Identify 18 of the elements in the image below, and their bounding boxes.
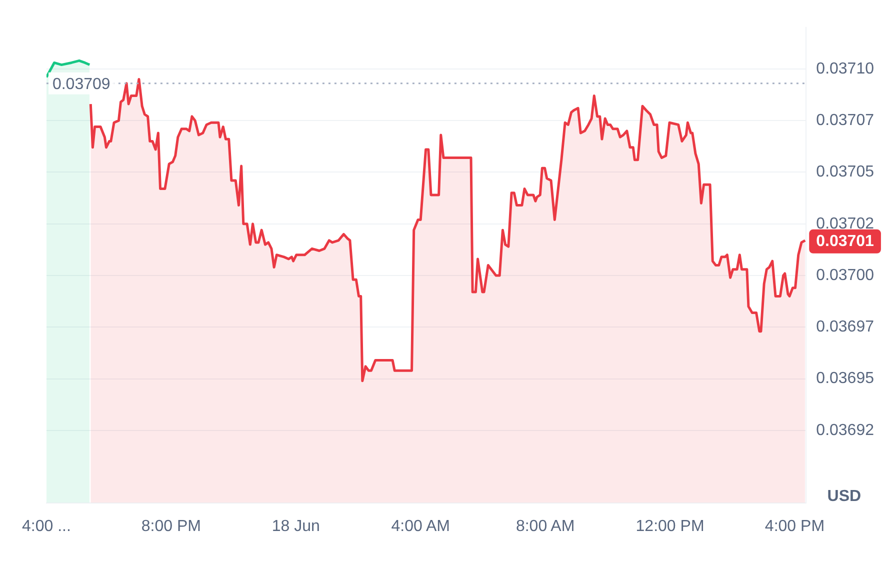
x-tick-label: 18 Jun bbox=[272, 518, 320, 535]
x-tick-label: 12:00 PM bbox=[636, 518, 704, 535]
y-tick-label: 0.03702 bbox=[816, 215, 874, 232]
y-tick-label: 0.03700 bbox=[816, 266, 874, 284]
x-tick-label: 4:00 PM bbox=[764, 518, 825, 535]
y-tick-label: 0.03705 bbox=[816, 164, 874, 181]
y-tick-label: 0.03692 bbox=[816, 422, 874, 439]
y-tick-label: 0.03697 bbox=[816, 318, 874, 336]
y-axis-title: USD bbox=[827, 488, 862, 506]
y-tick-label: 0.03695 bbox=[816, 370, 874, 388]
y-tick-label: 0.03707 bbox=[816, 112, 874, 129]
x-tick-label: 4:00 AM bbox=[391, 518, 450, 535]
y-tick-label: 0.03710 bbox=[816, 60, 874, 78]
x-tick-label: 8:00 AM bbox=[516, 518, 575, 535]
ref-line-label: 0.03709 bbox=[52, 76, 110, 93]
x-tick-label: 4:00 ... bbox=[22, 518, 71, 535]
annotation: 0.03701 bbox=[816, 232, 874, 250]
x-tick-label: 8:00 PM bbox=[141, 518, 201, 535]
